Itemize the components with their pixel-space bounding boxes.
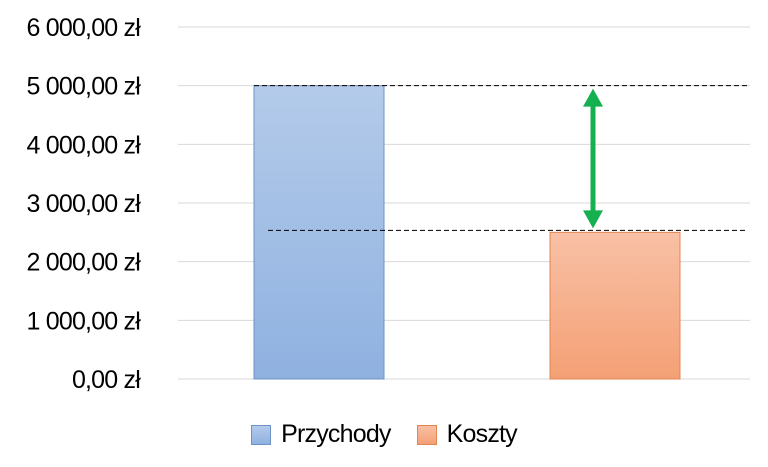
bars [253,85,681,380]
y-tick-label: 2 000,00 zł [26,249,141,277]
y-tick-label: 0,00 zł [72,366,141,394]
legend: Przychody Koszty [0,420,768,449]
y-tick-label: 4 000,00 zł [26,131,141,159]
arrow-head-top [583,88,603,107]
y-axis-tick-labels: 0,00 zł 1 000,00 zł 2 000,00 zł 3 000,00 zł… [26,14,142,394]
bar-przychody [253,85,385,380]
arrow-head-bottom [583,210,603,229]
bar-koszty [549,231,681,380]
y-tick-label: 1 000,00 zł [26,307,141,335]
legend-item-przychody: Przychody [251,420,391,449]
y-tick-label: 5 000,00 zł [26,73,141,101]
chart-canvas: 0,00 zł 1 000,00 zł 2 000,00 zł 3 000,00 zł… [26,14,750,394]
y-tick-label: 6 000,00 zł [26,14,141,42]
legend-label-koszty: Koszty [446,420,518,448]
legend-label-przychody: Przychody [281,420,391,448]
difference-arrow [583,88,603,229]
y-tick-label: 3 000,00 zł [26,190,141,218]
reference-lines [254,85,748,231]
legend-swatch-przychody [251,424,272,445]
legend-item-koszty: Koszty [416,420,518,449]
legend-swatch-koszty [416,424,437,445]
